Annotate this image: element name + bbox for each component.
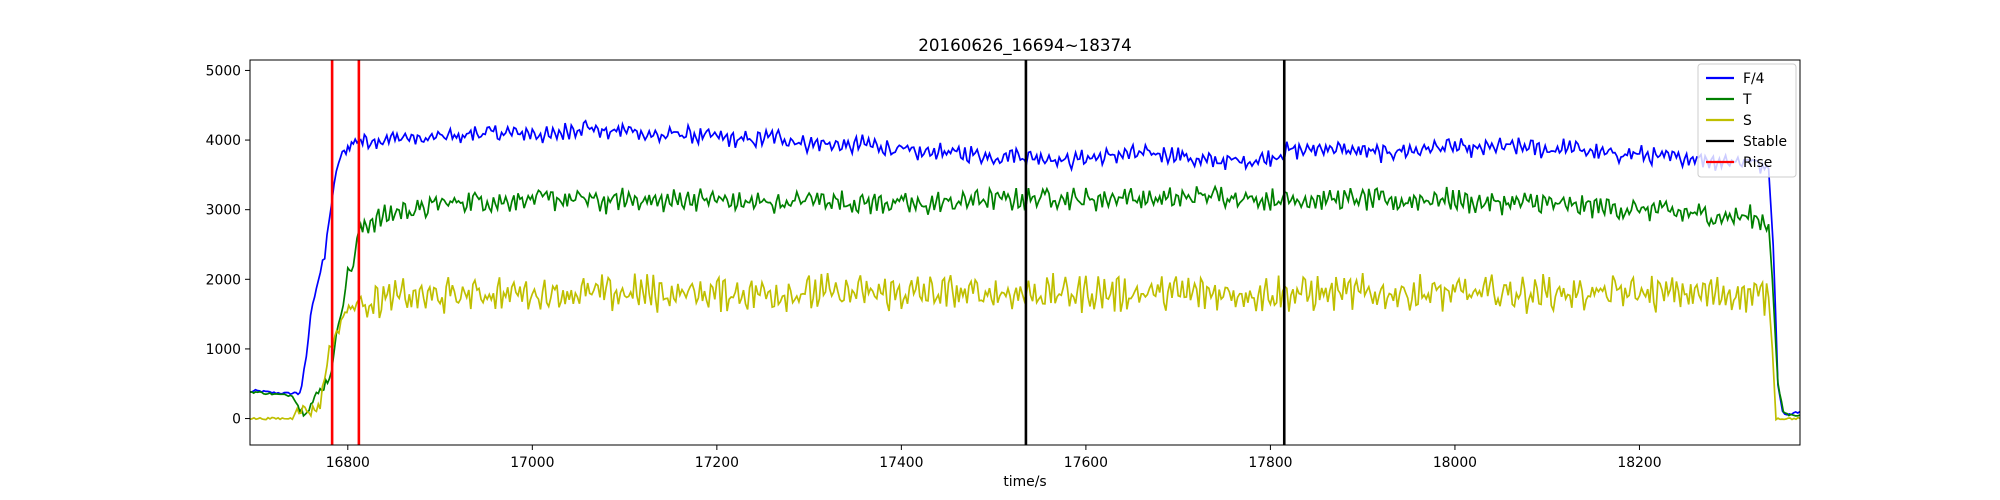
x-tick-label: 18000 xyxy=(1433,455,1477,471)
x-tick-label: 16800 xyxy=(326,455,370,471)
y-tick-label: 4000 xyxy=(206,133,241,149)
y-tick-label: 5000 xyxy=(206,63,241,79)
y-axis: 0 1000 2000 3000 4000 5000 xyxy=(206,63,250,428)
x-axis: 16800 17000 17200 17400 17600 17800 18000 18200 xyxy=(326,445,1662,471)
x-tick-label: 17800 xyxy=(1248,455,1292,471)
legend-label-stable: Stable xyxy=(1743,134,1787,150)
x-tick-label: 17000 xyxy=(510,455,554,471)
series-s-line xyxy=(250,272,1800,422)
y-tick-label: 2000 xyxy=(206,272,241,288)
y-tick-label: 3000 xyxy=(206,203,241,219)
series-f4-line xyxy=(250,119,1800,416)
legend: F/4 TS Stable Rise xyxy=(1697,63,1797,178)
x-axis-label: time/s xyxy=(1003,474,1046,490)
x-tick-label: 17600 xyxy=(1064,455,1108,471)
series-layer xyxy=(250,119,1800,422)
vline-layer xyxy=(330,60,1286,445)
legend-label-rise: Rise xyxy=(1743,155,1772,171)
x-tick-label: 18200 xyxy=(1617,455,1661,471)
y-tick-label: 0 xyxy=(232,412,241,428)
plot-frame xyxy=(249,59,1801,446)
chart-title: 20160626_16694~18374 xyxy=(918,35,1131,56)
x-tick-label: 17400 xyxy=(879,455,923,471)
y-tick-label: 1000 xyxy=(206,342,241,358)
x-tick-label: 17200 xyxy=(695,455,739,471)
legend-box xyxy=(1697,63,1797,178)
series-t-line xyxy=(250,184,1800,418)
legend-label-t: T xyxy=(1742,92,1752,108)
legend-label-s: S xyxy=(1743,113,1752,129)
legend-label-f4: F/4 xyxy=(1743,71,1765,87)
